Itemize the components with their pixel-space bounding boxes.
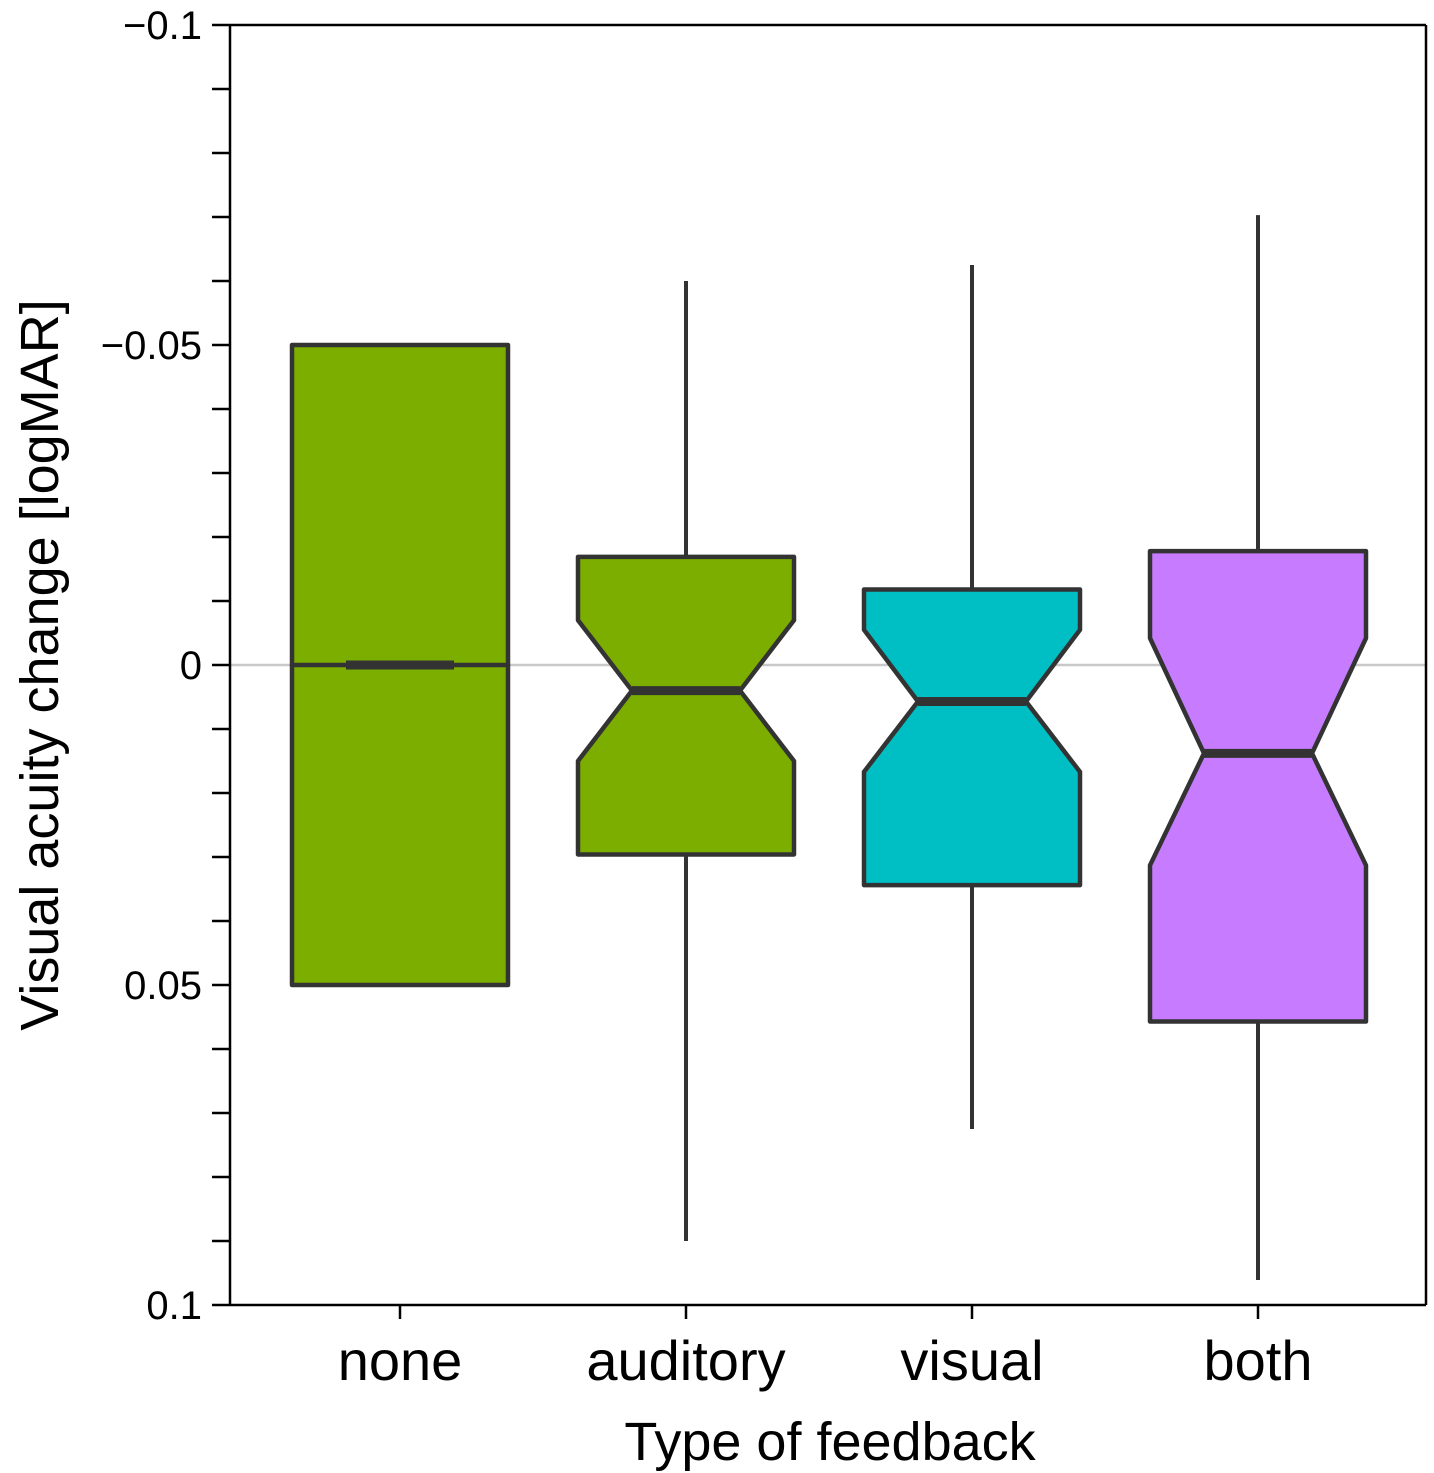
box-both [1147, 215, 1369, 1281]
box-auditory [575, 281, 797, 1241]
boxes-layer [289, 215, 1369, 1281]
y-tick-label: 0.05 [124, 964, 202, 1008]
y-tick-label: 0.1 [146, 1284, 202, 1328]
y-axis-title: Visual acuity change [logMAR] [10, 299, 70, 1030]
box-body [1147, 548, 1369, 1024]
y-tick-label: −0.1 [123, 4, 202, 48]
x-tick-label-both: both [1204, 1329, 1313, 1392]
x-tick-label-visual: visual [900, 1329, 1043, 1392]
box-body [861, 587, 1083, 888]
x-tick-label-auditory: auditory [586, 1329, 785, 1392]
y-tick-label: −0.05 [101, 324, 202, 368]
x-axis-title: Type of feedback [624, 1412, 1036, 1472]
box-body [575, 554, 797, 857]
y-tick-label: 0 [180, 644, 202, 688]
x-tick-label-none: none [338, 1329, 463, 1392]
box-none [289, 342, 511, 988]
axes-layer: −0.1 −0.05 0 0.05 0.1 none auditory visual both [101, 4, 1428, 1392]
box-visual [861, 265, 1083, 1129]
